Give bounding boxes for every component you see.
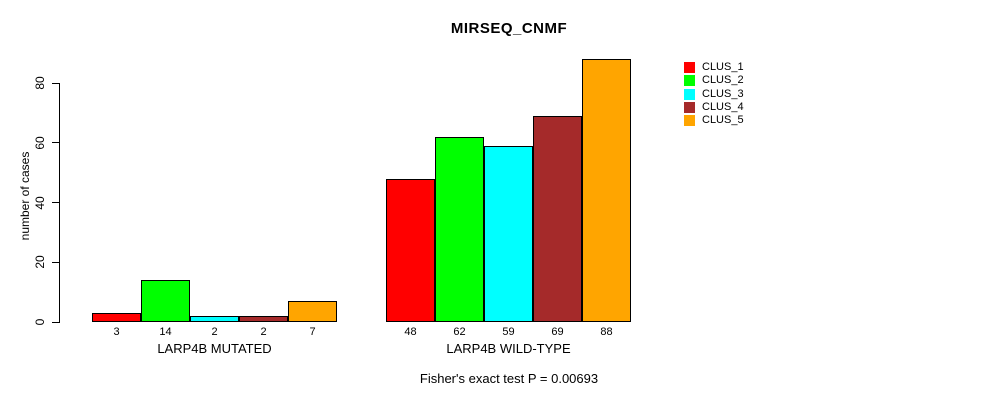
legend-swatch-icon [684,62,695,73]
bar-clus_1-group2 [386,179,435,322]
y-axis-tick-label: 80 [33,76,47,90]
bar-clus_4-group1 [239,316,288,322]
chart-title: MIRSEQ_CNMF [450,20,568,37]
bar-clus_4-group2 [533,116,582,322]
bar-value-label: 14 [159,326,172,338]
group-label-2: LARP4B WILD-TYPE [446,341,571,356]
bar-clus_1-group1 [92,313,141,322]
y-axis-line [59,83,60,323]
bar-clus_3-group2 [484,146,533,322]
y-axis-tick [52,142,59,144]
bar-value-label: 7 [309,326,316,338]
legend-swatch-icon [684,88,695,100]
y-axis-tick [52,321,59,323]
y-axis-tick-label: 20 [33,255,47,269]
legend-label: CLUS_2 [702,74,744,87]
bar-value-label: 88 [600,326,613,338]
y-axis-tick [52,261,59,263]
y-axis-tick-label: 40 [33,195,47,210]
y-axis-tick-label: 60 [33,136,47,150]
fisher-test-caption: Fisher's exact test P = 0.00693 [419,371,599,386]
legend-label: CLUS_4 [702,100,744,113]
legend-row-clus_1: CLUS_1 [684,62,744,73]
bar-clus_5-group2 [582,59,631,322]
legend-row-clus_5: CLUS_5 [684,114,744,127]
bar-clus_5-group1 [288,301,337,322]
bar-value-label: 62 [453,326,466,338]
legend-row-clus_2: CLUS_2 [684,74,744,87]
legend-label: CLUS_5 [702,114,744,127]
legend: CLUS_1 CLUS_2 CLUS_3 CLUS_4 CLUS_5 [684,62,744,127]
legend-row-clus_4: CLUS_4 [684,100,744,113]
y-axis-tick [52,202,59,203]
bar-value-label: 48 [404,326,417,338]
bar-value-label: 3 [113,326,120,338]
legend-swatch-icon [684,75,695,87]
y-axis-tick [52,82,59,84]
legend-swatch-icon [684,101,695,113]
legend-swatch-icon [684,115,695,127]
y-axis-title: number of cases [18,151,32,241]
y-axis-tick-label: 0 [33,318,47,326]
legend-row-clus_3: CLUS_3 [684,87,744,100]
bar-value-label: 2 [211,326,218,338]
bar-clus_2-group2 [435,137,484,322]
group-label-1: LARP4B MUTATED [157,341,272,356]
bar-clus_3-group1 [190,316,239,322]
bar-value-label: 69 [551,326,564,338]
bar-value-label: 2 [260,326,267,338]
bar-clus_2-group1 [141,280,190,322]
legend-label: CLUS_3 [702,87,744,100]
legend-label: CLUS_1 [702,61,744,73]
bar-value-label: 59 [502,326,515,338]
